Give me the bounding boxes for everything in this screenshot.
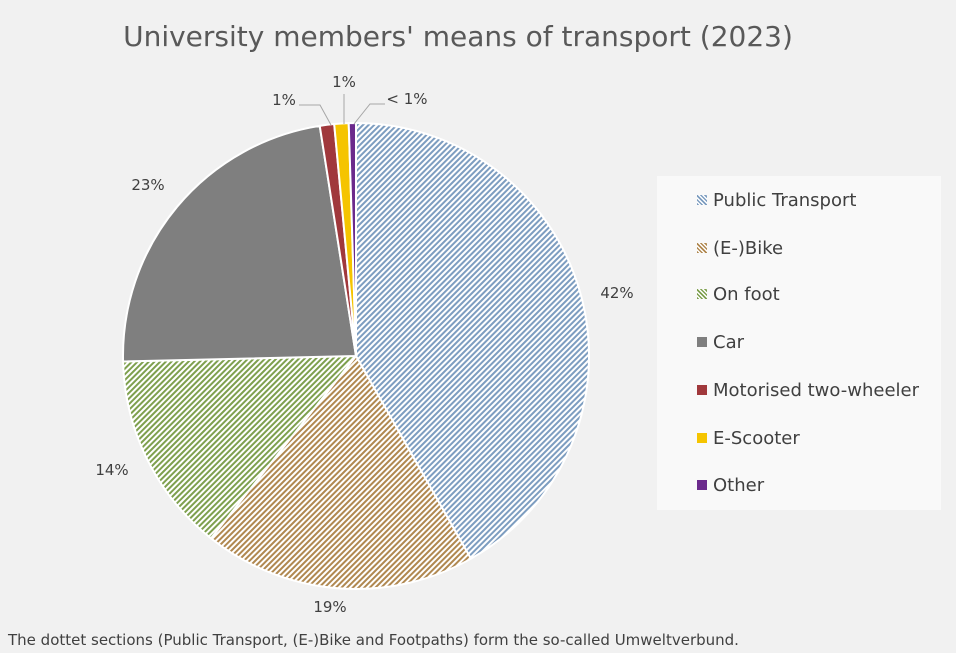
legend-swatch-motorised-two-wheeler bbox=[697, 385, 707, 395]
slice-label-e-bike: 19% bbox=[313, 598, 346, 616]
legend-item-e-scooter: E-Scooter bbox=[697, 426, 800, 450]
legend-item-public-transport: Public Transport bbox=[697, 188, 856, 212]
chart-title: University members' means of transport (… bbox=[123, 20, 793, 53]
legend-swatch-e-bike bbox=[697, 243, 707, 253]
legend-label-other: Other bbox=[713, 474, 765, 496]
chart-legend: Public Transport (E-)Bike On foot Car Motori… bbox=[657, 176, 941, 510]
legend-label-e-scooter: E-Scooter bbox=[713, 427, 800, 449]
pie-slice-on-foot bbox=[122, 354, 359, 540]
leader-line-motorised-two-wheeler bbox=[299, 104, 332, 126]
slice-label-other: < 1% bbox=[386, 90, 427, 108]
slice-label-e-scooter: 1% bbox=[332, 73, 356, 91]
legend-swatch-on-foot bbox=[697, 289, 707, 299]
legend-item-motorised-two-wheeler: Motorised two-wheeler bbox=[697, 378, 919, 402]
legend-label-car: Car bbox=[713, 331, 744, 353]
legend-item-car: Car bbox=[697, 330, 744, 354]
pie-slice-car bbox=[122, 124, 358, 363]
legend-item-e-bike: (E-)Bike bbox=[697, 236, 783, 260]
legend-label-public-transport: Public Transport bbox=[713, 189, 857, 211]
legend-label-e-bike: (E-)Bike bbox=[713, 237, 784, 259]
legend-label-motorised-two-wheeler: Motorised two-wheeler bbox=[713, 379, 919, 401]
pie-slice-e-bike bbox=[209, 354, 473, 590]
legend-swatch-public-transport bbox=[697, 195, 707, 205]
legend-swatch-other bbox=[697, 480, 707, 490]
legend-swatch-car bbox=[697, 337, 707, 347]
pie-slice-public-transport bbox=[355, 121, 590, 561]
slice-label-car: 23% bbox=[131, 176, 164, 194]
legend-item-on-foot: On foot bbox=[697, 282, 780, 306]
slice-label-on-foot: 14% bbox=[95, 461, 128, 479]
slice-label-public-transport: 42% bbox=[600, 284, 633, 302]
footnote: The dottet sections (Public Transport, (… bbox=[8, 631, 739, 649]
legend-swatch-e-scooter bbox=[697, 433, 707, 443]
pie-slice-other bbox=[347, 121, 357, 357]
legend-item-other: Other bbox=[697, 473, 764, 497]
leader-line-other bbox=[353, 103, 385, 125]
slice-label-motorised-two-wheeler: 1% bbox=[272, 91, 296, 109]
legend-label-on-foot: On foot bbox=[713, 283, 780, 305]
